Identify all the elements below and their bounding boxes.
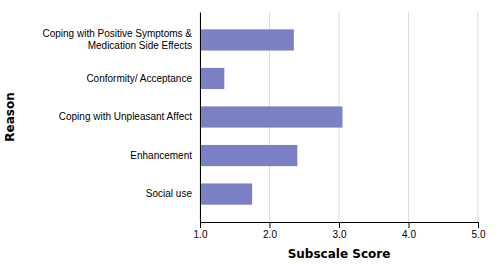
- bars: [200, 29, 342, 204]
- y-tick: Coping with Positive Symptoms &Medicatio…: [42, 28, 200, 51]
- y-tick: Enhancement: [130, 150, 200, 161]
- x-tick-label: 4.0: [402, 229, 416, 240]
- x-tick-mark: [270, 222, 271, 228]
- y-tick-label-line: Medication Side Effects: [88, 40, 192, 51]
- y-tick-label-line: Conformity/ Acceptance: [86, 73, 192, 84]
- plot: 1.0 2.0 3.0 4.0 5.0 Social use Enhancement Copi…: [42, 12, 485, 240]
- bar: [200, 106, 342, 127]
- y-tick: Coping with Unpleasant Affect: [59, 111, 200, 122]
- x-tick-mark: [478, 222, 479, 228]
- x-tick: 5.0: [472, 222, 486, 240]
- x-axis: 1.0 2.0 3.0 4.0 5.0: [194, 222, 486, 240]
- y-tick-label-line: Coping with Unpleasant Affect: [59, 111, 192, 122]
- x-tick: 1.0: [194, 222, 208, 240]
- bar: [200, 68, 224, 89]
- y-tick-label-line: Enhancement: [130, 150, 192, 161]
- x-tick: 4.0: [402, 222, 416, 240]
- bar: [200, 145, 297, 166]
- x-tick: 3.0: [333, 222, 347, 240]
- bar: [200, 29, 294, 50]
- grid-line: [408, 12, 409, 222]
- chart: 1.0 2.0 3.0 4.0 5.0 Social use Enhancement Copi…: [0, 0, 500, 264]
- y-tick: Social use: [146, 188, 200, 199]
- grid: [200, 12, 478, 222]
- x-tick-label: 3.0: [333, 229, 347, 240]
- y-tick-label-line: Social use: [146, 188, 193, 199]
- y-tick-label: Conformity/ Acceptance: [86, 73, 192, 84]
- x-tick-mark: [200, 222, 201, 228]
- y-tick-label-line: Coping with Positive Symptoms &: [42, 28, 192, 39]
- x-axis-line: [201, 223, 479, 229]
- y-tick-label: Social use: [146, 188, 193, 199]
- x-tick-label: 2.0: [263, 229, 277, 240]
- y-axis-title: Reason: [3, 92, 17, 141]
- grid-line: [200, 12, 201, 222]
- y-tick-label: Coping with Positive Symptoms &Medicatio…: [42, 28, 192, 51]
- x-tick: 2.0: [263, 222, 277, 240]
- x-tick-label: 1.0: [194, 229, 208, 240]
- y-tick: Conformity/ Acceptance: [86, 73, 200, 84]
- y-tick-label: Enhancement: [130, 150, 192, 161]
- x-tick-mark: [409, 222, 410, 228]
- bar: [200, 183, 252, 204]
- x-tick-mark: [339, 222, 340, 228]
- y-tick-label: Coping with Unpleasant Affect: [59, 111, 192, 122]
- grid-line: [478, 12, 479, 222]
- y-axis: Social use Enhancement Coping with Unpleas…: [42, 13, 200, 223]
- y-axis-line: [200, 13, 201, 223]
- x-tick-label: 5.0: [472, 229, 486, 240]
- x-axis-title: Subscale Score: [288, 247, 391, 261]
